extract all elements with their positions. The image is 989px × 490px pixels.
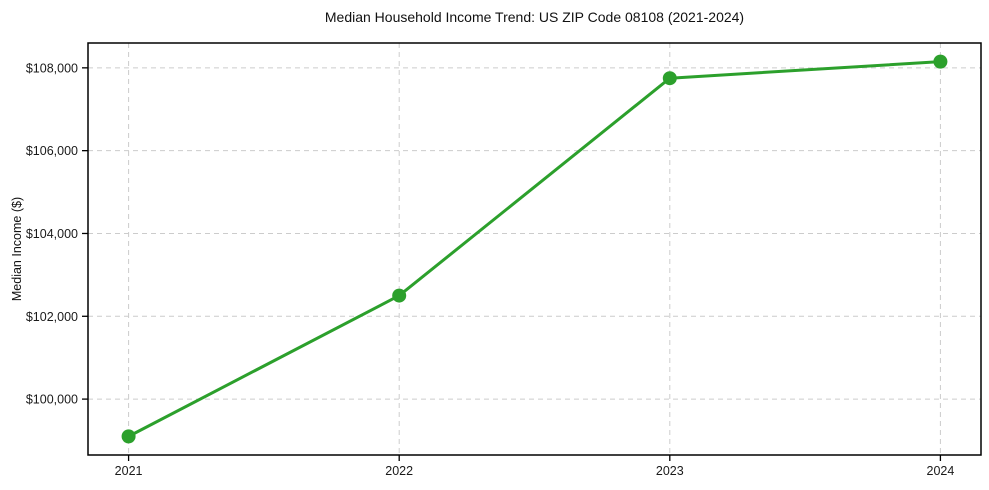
x-tick-label: 2024 (927, 464, 955, 478)
data-point-2022 (392, 288, 407, 303)
x-tick-label: 2021 (115, 464, 143, 478)
y-tick-label: $106,000 (26, 144, 78, 158)
data-point-2021 (121, 429, 136, 444)
plot-border (87, 42, 982, 456)
trend-line (127, 60, 942, 438)
chart-title: Median Household Income Trend: US ZIP Co… (324, 9, 745, 25)
y-tick-label: $108,000 (26, 61, 78, 75)
x-tick-label: 2022 (385, 464, 413, 478)
x-tick-label: 2023 (656, 464, 684, 478)
y-tick-label: $104,000 (26, 227, 78, 241)
data-point-2024 (933, 54, 948, 69)
y-tick-label: $102,000 (26, 310, 78, 324)
y-tick-label: $100,000 (26, 393, 78, 407)
data-point-2023 (662, 71, 677, 86)
